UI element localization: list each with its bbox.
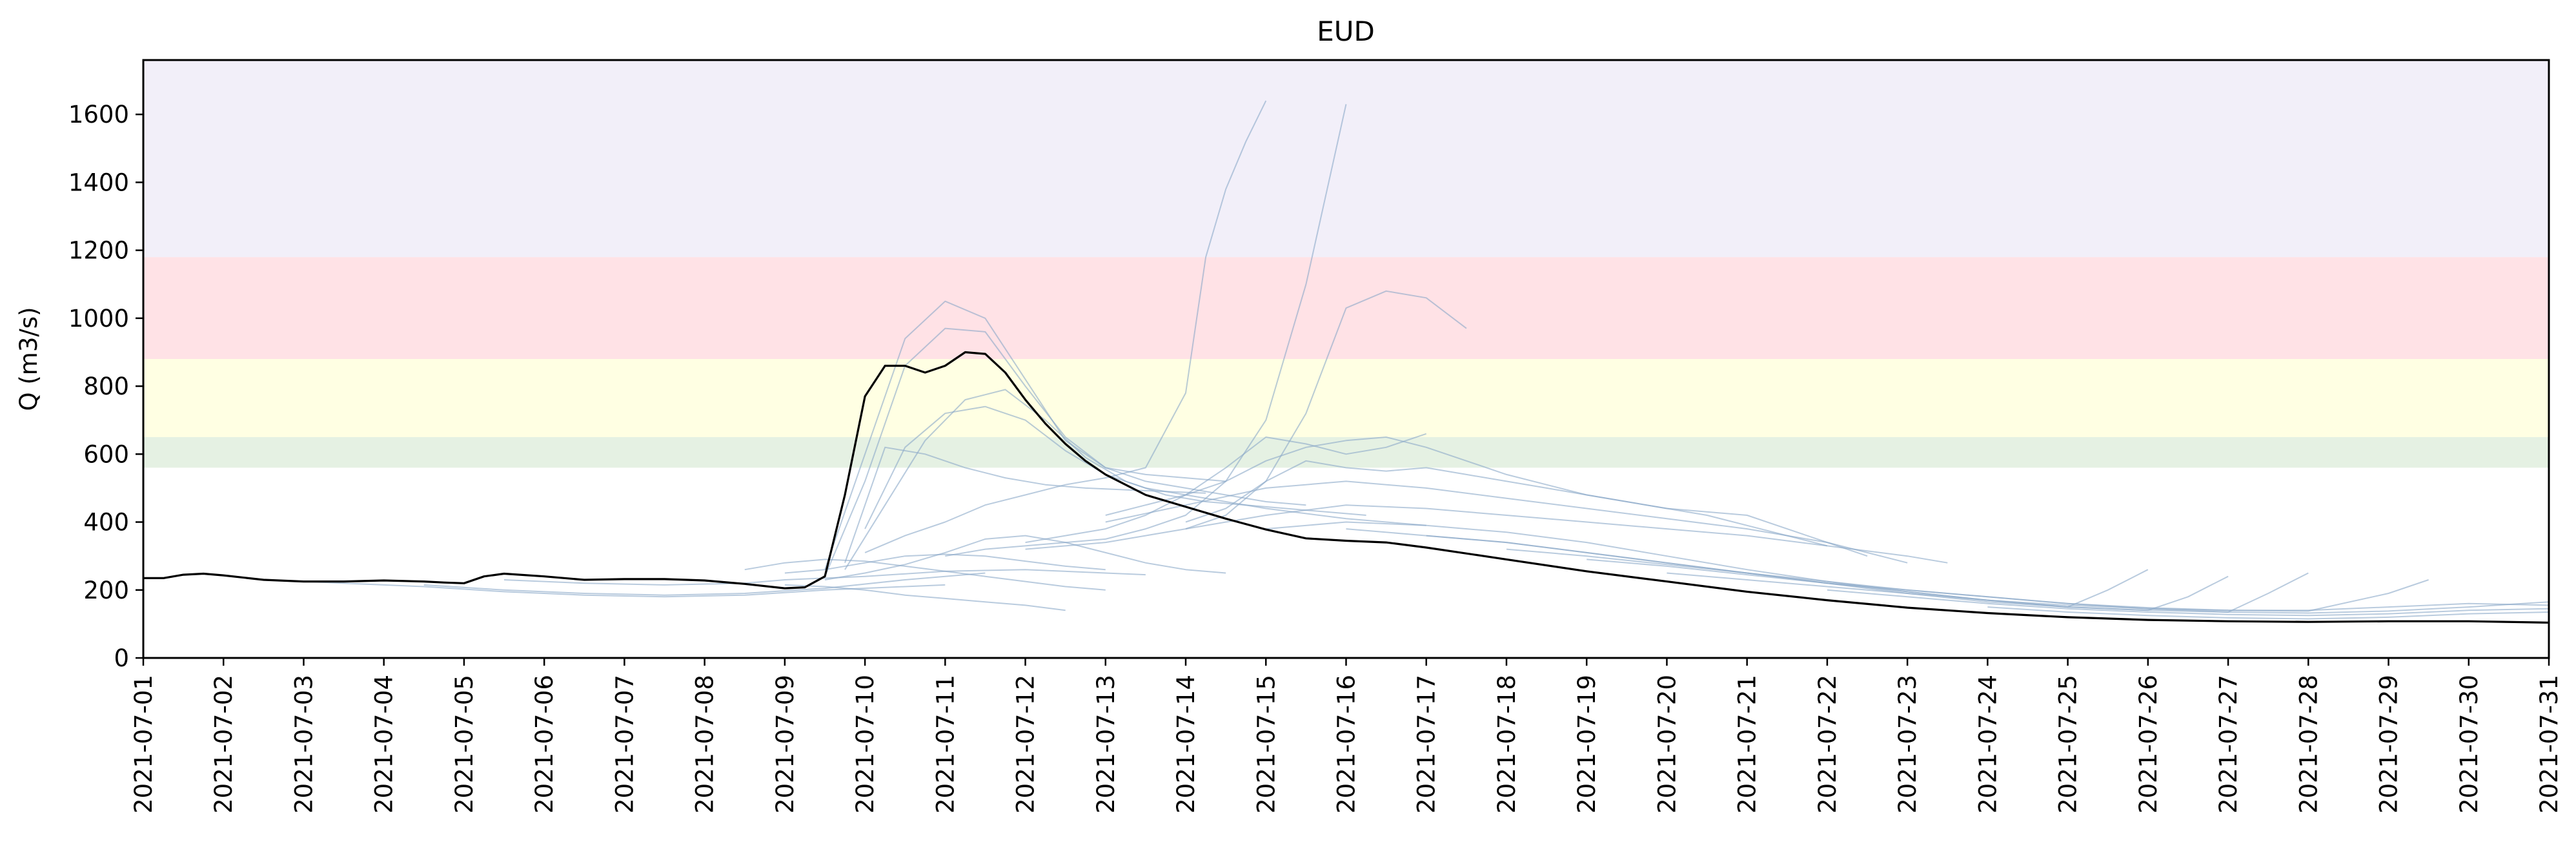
forecast-line-25 bbox=[263, 579, 946, 598]
x-tick-label-2021-07-12: 2021-07-12 bbox=[1012, 675, 1040, 814]
y-axis: 0 200 400 600 800 1000 1200 1400 1600 bbox=[68, 101, 143, 672]
threshold-bands bbox=[143, 60, 2549, 468]
forecast-line-4 bbox=[844, 446, 1206, 564]
forecast-line-9 bbox=[1105, 436, 1828, 547]
x-tick-label-2021-07-06: 2021-07-06 bbox=[531, 675, 558, 814]
x-tick-label-2021-07-14: 2021-07-14 bbox=[1172, 675, 1200, 814]
threshold-band-0 bbox=[143, 437, 2549, 468]
y-tick-label-1400: 1400 bbox=[68, 169, 129, 196]
x-tick-label-2021-07-25: 2021-07-25 bbox=[2054, 675, 2082, 814]
x-tick-label-2021-07-03: 2021-07-03 bbox=[290, 675, 318, 814]
y-tick-label-600: 600 bbox=[83, 440, 129, 468]
x-tick-label-2021-07-28: 2021-07-28 bbox=[2295, 675, 2322, 814]
threshold-band-3 bbox=[143, 60, 2549, 258]
forecast-line-14 bbox=[824, 535, 1226, 580]
x-tick-label-2021-07-23: 2021-07-23 bbox=[1894, 675, 1922, 814]
x-axis: 2021-07-01 2021-07-02 2021-07-03 2021-07-04… bbox=[130, 658, 2563, 814]
y-tick-label-800: 800 bbox=[83, 373, 129, 400]
y-tick-label-400: 400 bbox=[83, 509, 129, 537]
x-tick-label-2021-07-29: 2021-07-29 bbox=[2375, 675, 2403, 814]
forecast-line-21 bbox=[1827, 589, 2549, 617]
x-tick-label-2021-07-07: 2021-07-07 bbox=[611, 675, 638, 814]
forecast-line-23 bbox=[1105, 480, 1868, 557]
y-tick-label-1600: 1600 bbox=[68, 101, 129, 128]
forecast-line-6 bbox=[945, 104, 1347, 557]
forecast-series-group bbox=[263, 100, 2549, 620]
x-tick-label-2021-07-02: 2021-07-02 bbox=[210, 675, 238, 814]
forecast-line-27 bbox=[503, 569, 1146, 586]
y-tick-label-200: 200 bbox=[83, 577, 129, 604]
observed-series-group bbox=[143, 351, 2549, 624]
x-tick-label-2021-07-18: 2021-07-18 bbox=[1493, 675, 1521, 814]
x-tick-label-2021-07-24: 2021-07-24 bbox=[1974, 675, 2002, 814]
x-tick-label-2021-07-09: 2021-07-09 bbox=[771, 675, 799, 814]
x-tick-label-2021-07-05: 2021-07-05 bbox=[451, 675, 478, 814]
y-tick-label-1000: 1000 bbox=[68, 305, 129, 333]
y-tick-label-0: 0 bbox=[114, 644, 129, 672]
forecast-line-7 bbox=[1025, 290, 1467, 550]
forecast-line-19 bbox=[1587, 559, 2429, 612]
x-tick-label-2021-07-20: 2021-07-20 bbox=[1653, 675, 1681, 814]
threshold-band-2 bbox=[143, 359, 2549, 438]
x-tick-label-2021-07-04: 2021-07-04 bbox=[370, 675, 398, 814]
forecast-line-20 bbox=[1667, 572, 2549, 611]
x-tick-label-2021-07-10: 2021-07-10 bbox=[851, 675, 879, 814]
forecast-line-3 bbox=[864, 405, 1426, 529]
x-tick-label-2021-07-27: 2021-07-27 bbox=[2215, 675, 2242, 814]
forecast-line-24 bbox=[1185, 504, 1948, 564]
forecast-line-8 bbox=[1025, 433, 1427, 544]
y-tick-label-1200: 1200 bbox=[68, 237, 129, 265]
forecast-line-5 bbox=[864, 100, 1267, 553]
x-tick-label-2021-07-08: 2021-07-08 bbox=[691, 675, 719, 814]
forecast-line-22 bbox=[1987, 606, 2549, 620]
forecast-line-13 bbox=[744, 559, 1106, 591]
x-tick-label-2021-07-17: 2021-07-17 bbox=[1413, 675, 1441, 814]
x-tick-label-2021-07-26: 2021-07-26 bbox=[2135, 675, 2162, 814]
x-tick-label-2021-07-15: 2021-07-15 bbox=[1252, 675, 1280, 814]
y-axis-label: Q (m3/s) bbox=[15, 307, 43, 411]
forecast-line-2 bbox=[844, 389, 1366, 570]
chart-title: EUD bbox=[1317, 15, 1375, 47]
observed-line bbox=[143, 351, 2549, 624]
x-tick-label-2021-07-22: 2021-07-22 bbox=[1814, 675, 1841, 814]
x-tick-label-2021-07-31: 2021-07-31 bbox=[2535, 675, 2563, 814]
x-tick-label-2021-07-16: 2021-07-16 bbox=[1333, 675, 1361, 814]
x-tick-label-2021-07-30: 2021-07-30 bbox=[2455, 675, 2483, 814]
x-tick-label-2021-07-21: 2021-07-21 bbox=[1734, 675, 1761, 814]
forecast-line-0 bbox=[824, 300, 1226, 570]
forecast-line-11 bbox=[784, 553, 1106, 574]
x-tick-label-2021-07-11: 2021-07-11 bbox=[931, 675, 959, 814]
x-tick-label-2021-07-19: 2021-07-19 bbox=[1573, 675, 1601, 814]
forecast-line-10 bbox=[1185, 460, 1908, 564]
forecast-line-26 bbox=[423, 572, 986, 596]
x-tick-label-2021-07-01: 2021-07-01 bbox=[130, 675, 157, 814]
x-tick-label-2021-07-13: 2021-07-13 bbox=[1092, 675, 1120, 814]
